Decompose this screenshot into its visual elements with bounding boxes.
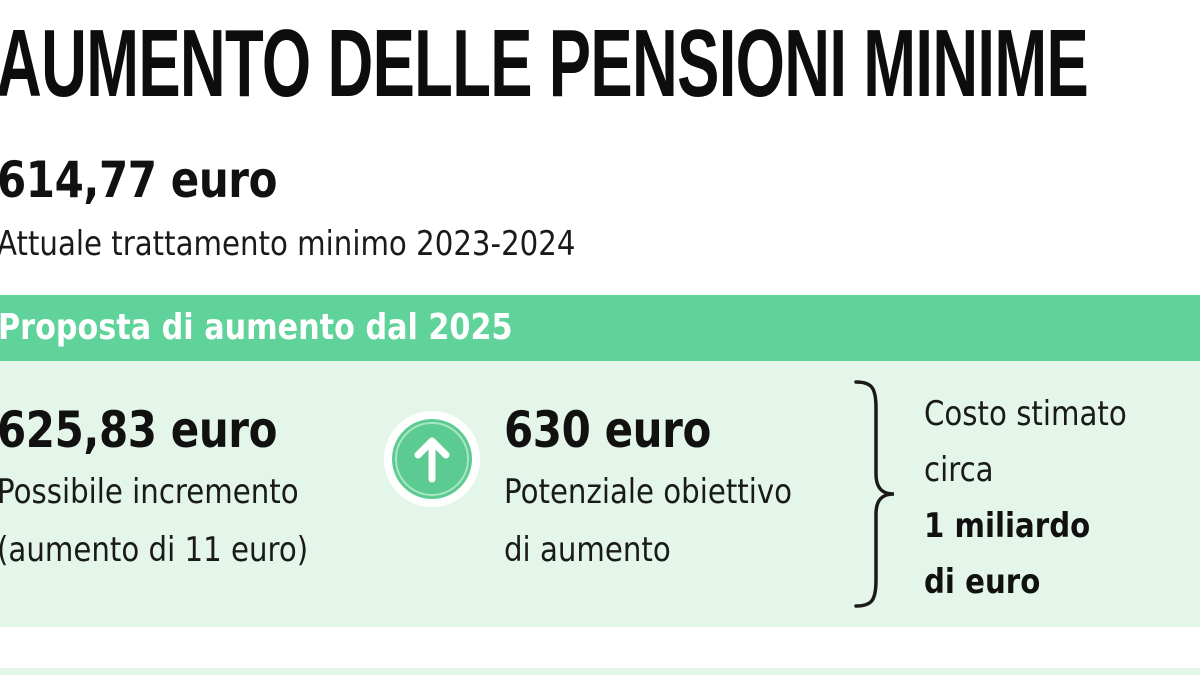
cost-line1: Costo stimato	[924, 394, 1127, 434]
target-value: 630 euro	[504, 401, 711, 459]
bottom-divider	[0, 668, 1200, 675]
cost-line2: circa	[924, 450, 994, 490]
proposal-heading: Proposta di aumento dal 2025	[0, 307, 513, 348]
current-minimum-value: 614,77 euro	[0, 151, 278, 209]
target-caption-line1: Potenziale obiettivo	[504, 472, 793, 512]
increment-caption-line2: (aumento di 11 euro)	[0, 530, 309, 570]
page-title: AUMENTO DELLE PENSIONI MINIME	[0, 10, 1089, 117]
target-caption-line2: di aumento	[504, 530, 671, 570]
arrow-up-icon	[384, 411, 480, 507]
current-minimum-caption: Attuale trattamento minimo 2023-2024	[0, 224, 576, 264]
cost-amount: 1 miliardo	[924, 506, 1091, 546]
cost-amount-unit: di euro	[924, 562, 1041, 602]
cost-estimate: Costo stimato circa 1 miliardo di euro	[924, 386, 1127, 610]
right-brace-icon	[850, 378, 910, 614]
increment-value: 625,83 euro	[0, 401, 278, 459]
proposal-header-band: Proposta di aumento dal 2025	[0, 295, 1200, 361]
proposal-panel	[0, 361, 1200, 627]
increment-caption-line1: Possibile incremento	[0, 472, 299, 512]
